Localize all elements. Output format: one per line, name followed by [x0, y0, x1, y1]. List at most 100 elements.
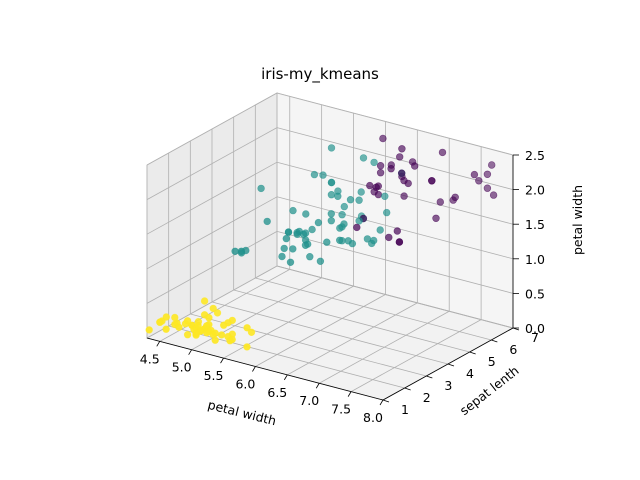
data-points	[145, 134, 498, 351]
z-tick-label-3: 1.5	[525, 217, 545, 232]
data-point-c2-20	[376, 169, 385, 177]
data-point-c1-16	[323, 238, 331, 246]
z-tick-label-1: 0.5	[525, 286, 545, 301]
data-point-c1-40	[336, 236, 344, 245]
data-point-c1-1	[308, 225, 316, 234]
data-point-c0-41	[156, 318, 164, 326]
z-grid-left-2	[146, 196, 278, 270]
data-point-c1-26	[340, 202, 348, 211]
data-point-c2-11	[366, 181, 374, 190]
y-tick-3	[447, 363, 455, 367]
data-point-c0-18	[247, 328, 256, 336]
data-point-c2-10	[438, 148, 447, 157]
data-point-c1-17	[355, 217, 363, 225]
data-point-c0-40	[162, 313, 171, 321]
data-point-c0-39	[194, 321, 202, 330]
data-point-c1-61	[346, 196, 355, 204]
data-point-c0-36	[226, 337, 234, 345]
data-point-c2-16	[411, 162, 419, 170]
x-tick-label-0: 4.5	[140, 351, 160, 366]
data-point-c1-27	[289, 206, 297, 215]
data-point-c1-45	[319, 171, 327, 179]
data-point-c1-53	[334, 192, 342, 201]
x-tick-label-6: 7.5	[331, 402, 351, 417]
data-point-c1-57	[357, 188, 365, 196]
data-point-c2-34	[385, 233, 393, 242]
y-tick-label-3: 4	[466, 366, 474, 381]
data-point-c1-20	[363, 235, 372, 243]
data-point-c0-44	[183, 317, 192, 325]
x-tick-label-2: 5.5	[204, 368, 224, 383]
data-point-c1-49	[338, 211, 346, 219]
data-point-c1-6	[314, 218, 323, 227]
data-point-c1-29	[376, 226, 384, 234]
x-tick-0	[156, 341, 161, 347]
data-point-c1-24	[278, 252, 286, 261]
z-grid-left-5	[146, 92, 278, 166]
data-point-c1-10	[370, 236, 378, 245]
y-tick-label-6: 7	[531, 330, 539, 345]
y-tick-label-2: 3	[444, 378, 452, 393]
data-point-c2-7	[475, 177, 483, 185]
data-point-c2-26	[470, 170, 479, 179]
data-point-c0-17	[203, 322, 211, 330]
data-point-c2-23	[489, 191, 498, 199]
data-point-c0-12	[183, 331, 192, 339]
z-grid-left-1	[146, 231, 278, 304]
z-grid-back-5	[276, 92, 514, 156]
data-point-c1-13	[340, 220, 348, 228]
x-tick-label-4: 6.5	[267, 385, 287, 400]
data-point-c1-11	[302, 210, 310, 218]
x-tick-3	[252, 366, 256, 372]
axes-panes	[145, 92, 515, 401]
z-grid-left-0	[146, 265, 278, 339]
data-point-c1-21	[327, 217, 335, 225]
x-axis-line	[146, 337, 384, 401]
data-point-c2-9	[400, 192, 408, 200]
data-point-c1-41	[237, 247, 246, 256]
data-point-c2-14	[483, 170, 492, 179]
data-point-c2-33	[428, 177, 436, 185]
x-tick-7	[379, 399, 384, 406]
data-point-c0-23	[209, 304, 217, 313]
y-tick-4	[469, 351, 476, 355]
z-grid-left-3	[146, 161, 278, 235]
y-tick-label-1: 2	[423, 390, 431, 405]
data-point-c0-14	[243, 343, 251, 351]
data-point-c1-22	[286, 258, 295, 266]
y-tick-5	[491, 339, 498, 343]
data-point-c0-2	[175, 323, 183, 331]
data-point-c0-47	[217, 331, 226, 339]
data-point-c1-4	[263, 217, 271, 226]
data-point-c0-6	[171, 313, 179, 322]
x-tick-label-1: 5.0	[172, 360, 192, 375]
x-tick-label-7: 8.0	[363, 410, 383, 425]
data-point-c1-48	[381, 192, 389, 201]
data-point-c2-17	[483, 184, 492, 192]
data-point-c1-58	[359, 154, 368, 162]
z-grid-back-2	[276, 196, 514, 260]
y-grid-floor-4	[233, 289, 470, 353]
data-point-c2-24	[376, 162, 385, 170]
data-point-c2-1	[353, 223, 361, 232]
data-point-c1-60	[355, 196, 363, 204]
x-tick-6	[347, 391, 352, 397]
data-point-c2-35	[387, 165, 395, 173]
data-point-c0-28	[209, 330, 217, 339]
y-tick-2	[426, 375, 433, 379]
x-tick-1	[188, 349, 192, 355]
z-tick-label-5: 2.5	[525, 148, 545, 163]
data-point-c1-12	[306, 253, 314, 261]
data-point-c0-22	[162, 325, 170, 333]
x-tick-label-3: 6.0	[235, 376, 255, 391]
z-tick-label-2: 1.0	[525, 252, 545, 267]
data-point-c1-23	[280, 244, 288, 253]
data-point-c0-35	[192, 329, 200, 338]
z-tick-label-0: 0.0	[525, 321, 545, 336]
y-grid-floor-1	[168, 325, 405, 389]
y-tick-0	[382, 399, 390, 403]
data-point-c0-16	[220, 321, 228, 329]
z-grid-back-0	[276, 265, 514, 329]
data-point-c2-2	[393, 227, 401, 235]
